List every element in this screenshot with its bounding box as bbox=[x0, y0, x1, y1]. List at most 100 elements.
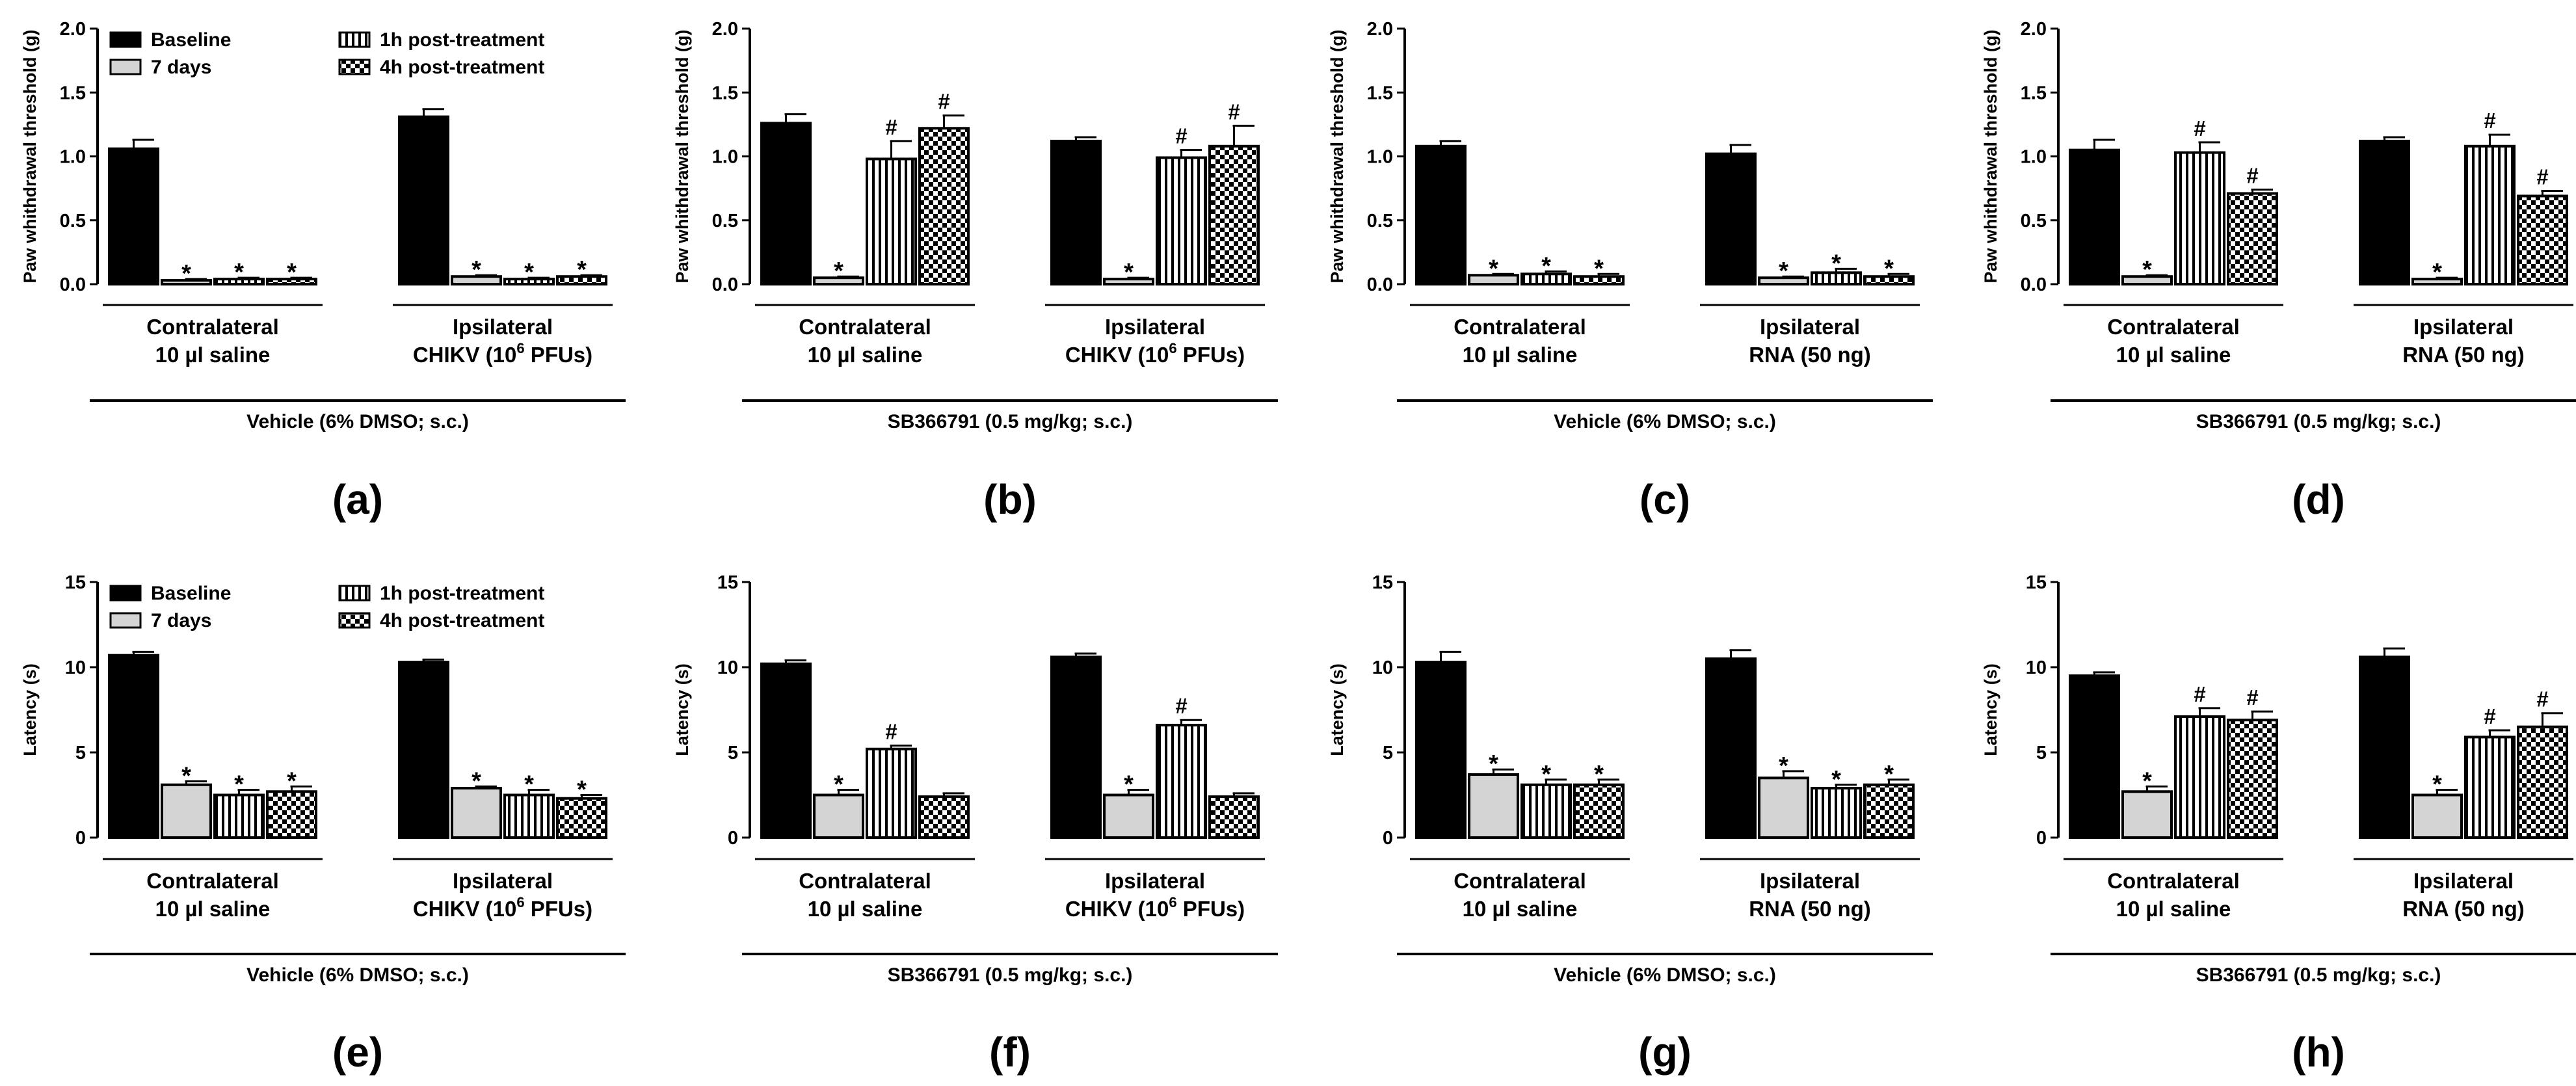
y-tick-label: 2.0 bbox=[2021, 19, 2047, 40]
bar bbox=[1208, 144, 1260, 285]
significance-star: * bbox=[287, 767, 297, 795]
significance-star: * bbox=[834, 771, 843, 799]
y-tick-label: 2.0 bbox=[60, 19, 86, 40]
y-tick-label: 0 bbox=[2036, 828, 2047, 849]
bar bbox=[866, 157, 917, 285]
bar bbox=[108, 147, 159, 285]
group-label-text: CHIKV (10 bbox=[413, 897, 517, 921]
panel-b: 0.0 0.5 1.0 1.5 2.0 Paw whithdrawal threshold… bbox=[672, 19, 1278, 523]
significance-star: * bbox=[1489, 255, 1498, 282]
significance-star: * bbox=[1124, 259, 1134, 286]
bar bbox=[1811, 271, 1862, 286]
group-label-text: 10 µl saline bbox=[155, 343, 271, 367]
panel-c: 0.0 0.5 1.0 1.5 2.0 Paw whithdrawal threshold… bbox=[1327, 19, 1933, 523]
panel-h: 0 5 10 15 Latency (s) * # # * # # Contralateral 10 µ… bbox=[1981, 572, 2576, 1076]
legend-swatch bbox=[338, 31, 371, 48]
group-label-line1: Ipsilateral bbox=[453, 869, 553, 893]
significance-hash: # bbox=[2246, 164, 2258, 188]
group-label-line2: RNA (50 ng) bbox=[1749, 897, 1871, 921]
significance-hash: # bbox=[1228, 99, 1240, 124]
y-tick-label: 1.0 bbox=[712, 147, 738, 168]
significance-hash: # bbox=[1175, 124, 1187, 148]
y-tick-label: 10 bbox=[717, 657, 738, 678]
bar bbox=[1758, 776, 1809, 840]
y-tick-label: 5 bbox=[2036, 743, 2047, 763]
legend-label: 7 days bbox=[151, 57, 211, 78]
y-tick-label: 2.0 bbox=[1367, 19, 1393, 40]
group-label-superscript: 6 bbox=[1169, 340, 1176, 356]
group-label-text: CHIKV (10 bbox=[1065, 343, 1169, 367]
panel-title: (f) bbox=[989, 1029, 1031, 1076]
significance-star: * bbox=[2142, 767, 2152, 795]
group-label-text-end: PFUs) bbox=[1177, 343, 1245, 367]
bar bbox=[266, 790, 317, 840]
group-label-line2: 10 µl saline bbox=[1463, 343, 1578, 367]
legend-label: 7 days bbox=[151, 610, 211, 631]
legend-swatch bbox=[338, 585, 371, 602]
y-tick-label: 1.0 bbox=[2021, 147, 2047, 168]
bar bbox=[161, 279, 212, 286]
y-tick-label: 15 bbox=[65, 572, 86, 593]
group-label-line1: Ipsilateral bbox=[2413, 315, 2514, 339]
bar bbox=[2464, 735, 2516, 840]
bar bbox=[1705, 152, 1757, 285]
significance-hash: # bbox=[2484, 704, 2495, 728]
group-label-text: RNA (50 ng) bbox=[1749, 343, 1871, 367]
legend-label: 4h post-treatment bbox=[380, 610, 544, 631]
significance-star: * bbox=[1594, 255, 1604, 282]
bar bbox=[108, 654, 159, 839]
significance-hash: # bbox=[2536, 165, 2548, 189]
y-tick-label: 0.5 bbox=[2021, 211, 2047, 232]
bar bbox=[503, 793, 555, 839]
significance-hash: # bbox=[2484, 109, 2495, 133]
significance-star: * bbox=[1779, 258, 1788, 285]
group-label-line2: 10 µl saline bbox=[808, 343, 923, 367]
legend-label: Baseline bbox=[151, 583, 231, 604]
treatment-label: Vehicle (6% DMSO; s.c.) bbox=[246, 964, 469, 986]
group-label-text-end: PFUs) bbox=[525, 343, 593, 367]
y-tick-label: 1.5 bbox=[712, 83, 738, 103]
significance-star: * bbox=[1779, 752, 1788, 780]
bar bbox=[813, 793, 864, 839]
significance-star: * bbox=[524, 259, 534, 286]
significance-hash: # bbox=[2246, 685, 2258, 709]
y-axis-label: Latency (s) bbox=[1981, 663, 2000, 756]
significance-star: * bbox=[1541, 761, 1551, 788]
group-label-text: CHIKV (10 bbox=[1065, 897, 1169, 921]
group-label-line1: Contralateral bbox=[799, 869, 931, 893]
panel-a: 0.0 0.5 1.0 1.5 2.0 Paw whithdrawal threshold… bbox=[20, 19, 626, 523]
group-label-line1: Ipsilateral bbox=[1760, 315, 1860, 339]
y-tick-label: 5 bbox=[1383, 743, 1393, 763]
y-tick-label: 1.5 bbox=[1367, 83, 1393, 103]
significance-star: * bbox=[1884, 761, 1894, 788]
bar bbox=[2069, 674, 2120, 839]
significance-star: * bbox=[471, 767, 481, 795]
bar bbox=[2411, 793, 2463, 839]
significance-star: * bbox=[2432, 771, 2442, 799]
group-label-line2: CHIKV (106 PFUs) bbox=[1065, 894, 1245, 921]
panel-title: (g) bbox=[1638, 1029, 1692, 1076]
bar bbox=[1050, 139, 1102, 285]
group-label-line2: RNA (50 ng) bbox=[2402, 343, 2525, 367]
group-label-line2: 10 µl saline bbox=[2116, 897, 2231, 921]
bar bbox=[1208, 795, 1260, 839]
y-axis-label: Paw whithdrawal threshold (g) bbox=[20, 29, 40, 283]
group-label-line2: CHIKV (106 PFUs) bbox=[413, 894, 592, 921]
bar bbox=[2359, 656, 2410, 840]
bar bbox=[1573, 275, 1625, 285]
y-tick-label: 0 bbox=[75, 828, 86, 849]
significance-hash: # bbox=[2194, 116, 2205, 140]
bar bbox=[760, 122, 812, 285]
group-label-line1: Contralateral bbox=[1454, 315, 1586, 339]
y-tick-label: 0.0 bbox=[1367, 274, 1393, 295]
bar bbox=[2121, 790, 2173, 840]
significance-hash: # bbox=[1175, 694, 1187, 718]
treatment-label: SB366791 (0.5 mg/kg; s.c.) bbox=[2196, 964, 2441, 986]
panel-title: (c) bbox=[1640, 476, 1690, 523]
significance-star: * bbox=[524, 771, 534, 799]
panel-title: (d) bbox=[2292, 476, 2345, 523]
group-label-line1: Ipsilateral bbox=[2413, 869, 2514, 893]
legend-label: Baseline bbox=[151, 29, 231, 51]
bar bbox=[1103, 793, 1154, 839]
legend-swatch bbox=[338, 59, 371, 75]
